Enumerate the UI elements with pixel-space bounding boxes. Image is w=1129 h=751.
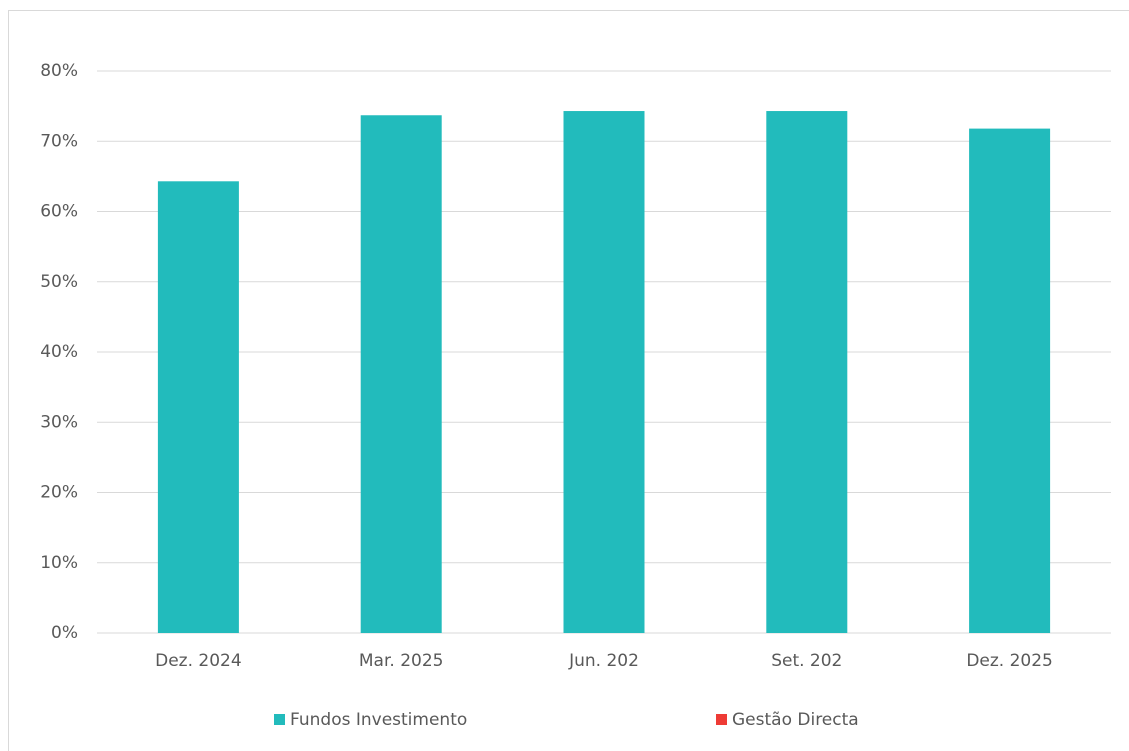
- y-tick-label: 40%: [40, 342, 78, 362]
- x-tick-label: Set. 202: [771, 651, 842, 671]
- bar: [157, 181, 239, 634]
- legend-swatch: [716, 714, 727, 725]
- x-tick-label: Dez. 2025: [966, 651, 1053, 671]
- legend-label: Gestão Directa: [732, 710, 859, 730]
- y-tick-label: 10%: [40, 553, 78, 573]
- bar: [969, 128, 1051, 634]
- x-tick-label: Dez. 2024: [155, 651, 242, 671]
- x-tick-label: Mar. 2025: [359, 651, 444, 671]
- legend-label: Fundos Investimento: [290, 710, 467, 730]
- y-tick-label: 60%: [40, 202, 78, 222]
- bar: [360, 115, 442, 633]
- y-tick-label: 20%: [40, 483, 78, 503]
- y-tick-label: 80%: [40, 61, 78, 81]
- x-tick-label: Jun. 202: [568, 651, 639, 671]
- legend-swatch: [274, 714, 285, 725]
- bar: [563, 111, 645, 634]
- y-tick-label: 50%: [40, 272, 78, 292]
- y-tick-label: 70%: [40, 131, 78, 151]
- y-tick-label: 30%: [40, 412, 78, 432]
- y-tick-label: 0%: [51, 623, 78, 643]
- bar: [766, 111, 848, 634]
